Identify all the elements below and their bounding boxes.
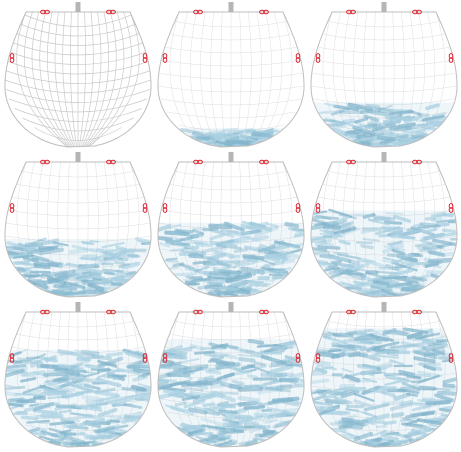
hook-icon: [381, 152, 387, 162]
bag-drawing: [157, 302, 305, 448]
clip-ring-icon: [193, 309, 203, 315]
clip-ring-icon: [9, 353, 15, 363]
particle-fill: [311, 208, 457, 297]
clip-ring-icon: [259, 309, 269, 315]
bag-panel: [2, 302, 154, 452]
hook-icon: [228, 152, 234, 162]
hook-icon: [381, 2, 387, 12]
clip-ring-icon: [448, 353, 454, 363]
hook-icon: [75, 2, 81, 12]
clip-ring-icon: [295, 353, 301, 363]
bag-panel: [2, 2, 154, 152]
bag-drawing: [310, 152, 458, 298]
particle-fill: [311, 102, 457, 147]
clip-ring-icon: [142, 203, 148, 213]
clip-ring-icon: [346, 9, 356, 15]
clip-ring-icon: [295, 203, 301, 213]
clip-ring-icon: [106, 9, 116, 15]
clip-ring-icon: [315, 203, 321, 213]
clip-ring-icon: [162, 203, 168, 213]
particle-fill: [5, 348, 151, 447]
bag-panel: [308, 302, 460, 452]
bag-drawing: [157, 152, 305, 298]
net-mesh: [5, 162, 151, 297]
hook-icon: [381, 302, 387, 312]
particle-fill: [5, 237, 151, 297]
net-mesh: [5, 12, 151, 147]
clip-ring-icon: [315, 353, 321, 363]
particle-fill: [158, 337, 304, 447]
clip-ring-icon: [142, 353, 148, 363]
clip-ring-icon: [193, 159, 203, 165]
bag-panel: [155, 302, 307, 452]
bag-drawing: [4, 2, 152, 148]
clip-ring-icon: [142, 53, 148, 63]
clip-ring-icon: [9, 203, 15, 213]
clip-ring-icon: [346, 159, 356, 165]
clip-ring-icon: [412, 9, 422, 15]
clip-ring-icon: [40, 159, 50, 165]
clip-ring-icon: [315, 53, 321, 63]
clip-ring-icon: [259, 159, 269, 165]
clip-ring-icon: [106, 309, 116, 315]
clip-ring-icon: [40, 9, 50, 15]
bag-panel: [308, 2, 460, 152]
bag-drawing: [157, 2, 305, 148]
clip-ring-icon: [9, 53, 15, 63]
bag-panel: [2, 152, 154, 302]
clip-ring-icon: [193, 9, 203, 15]
bag-panel: [155, 152, 307, 302]
bag-panel: [155, 2, 307, 152]
bag-drawing: [310, 2, 458, 148]
clip-ring-icon: [40, 309, 50, 315]
bag-drawing: [310, 302, 458, 448]
bag-drawing: [4, 152, 152, 298]
clip-ring-icon: [346, 309, 356, 315]
particle-fill: [158, 127, 304, 147]
clip-ring-icon: [448, 203, 454, 213]
clip-ring-icon: [412, 309, 422, 315]
particle-fill: [158, 220, 304, 297]
clip-ring-icon: [448, 53, 454, 63]
net-mesh: [158, 12, 304, 147]
hook-icon: [228, 2, 234, 12]
clip-ring-icon: [162, 353, 168, 363]
clip-ring-icon: [295, 53, 301, 63]
bag-drawing: [4, 302, 152, 448]
clip-ring-icon: [162, 53, 168, 63]
clip-ring-icon: [412, 159, 422, 165]
particle-fill: [311, 327, 457, 447]
clip-ring-icon: [259, 9, 269, 15]
hook-icon: [228, 302, 234, 312]
bag-panel: [308, 152, 460, 302]
clip-ring-icon: [106, 159, 116, 165]
hook-icon: [75, 152, 81, 162]
hook-icon: [75, 302, 81, 312]
